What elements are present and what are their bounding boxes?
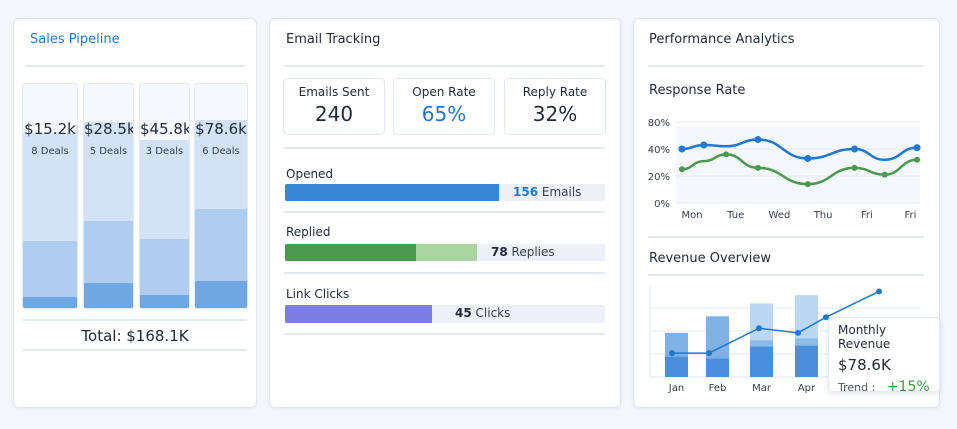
revenue-overview-title: Revenue Overview xyxy=(649,251,771,266)
x-tick-label: Thu xyxy=(813,210,833,221)
data-point xyxy=(754,136,762,144)
month-label: Mar xyxy=(752,383,772,394)
stat-open-rate: Open Rate 65% xyxy=(393,78,495,135)
month-label: Apr xyxy=(798,383,816,394)
data-point xyxy=(914,156,921,163)
revenue-point xyxy=(669,350,675,357)
revenue-line xyxy=(672,290,880,354)
pipeline-amount: $45.8k xyxy=(140,120,190,138)
opened-bar: 156 Emails xyxy=(285,184,605,201)
revenue-bar xyxy=(665,356,688,377)
data-point xyxy=(881,171,888,178)
y-tick-label: 20% xyxy=(648,172,670,183)
month-label: Feb xyxy=(709,383,727,394)
month-label: Jan xyxy=(668,383,684,394)
performance-title: Performance Analytics xyxy=(649,32,795,47)
replied-bar: 78 Replies xyxy=(285,244,605,261)
data-point xyxy=(754,164,761,171)
x-tick-label: Mon xyxy=(681,210,702,221)
pipeline-segment xyxy=(23,296,77,308)
revenue-bar xyxy=(795,345,818,377)
pipeline-amount: $78.6k xyxy=(195,120,247,138)
revenue-point xyxy=(823,314,829,321)
data-point xyxy=(723,151,730,158)
revenue-point xyxy=(876,288,882,295)
pipeline-deals: 3 Deals xyxy=(145,146,184,157)
response-rate-chart: 80% 40% 20% 0% Mon Tue Wed Thu Fri Fri xyxy=(648,118,921,221)
response-rate-title: Response Rate xyxy=(649,83,746,98)
revenue-chart: Jan Feb Mar Apr xyxy=(649,285,920,394)
bar-fill xyxy=(285,244,417,261)
data-point xyxy=(851,145,859,153)
sales-total: Total: $168.1K xyxy=(81,327,189,345)
pipeline-segment xyxy=(140,294,189,308)
email-tracking-title: Email Tracking xyxy=(286,32,381,47)
revenue-point xyxy=(706,350,712,357)
data-point xyxy=(678,145,686,153)
data-point xyxy=(700,141,708,149)
stat-emails-sent: Emails Sent 240 xyxy=(283,78,385,135)
link-clicks-label: Link Clicks xyxy=(286,287,350,301)
bar-fill xyxy=(285,184,500,201)
replied-label: Replied xyxy=(286,225,331,239)
bar-fill xyxy=(285,305,433,323)
pipeline-segment xyxy=(195,281,247,308)
stat-reply-rate: Reply Rate 32% xyxy=(504,78,606,135)
revenue-bar xyxy=(706,358,729,377)
pipeline-column[interactable]: $78.6k 6 Deals xyxy=(194,83,248,309)
x-tick-label: Fri xyxy=(905,210,917,221)
plot-area xyxy=(676,126,920,203)
pipeline-column[interactable]: $45.8k 3 Deals xyxy=(139,83,190,309)
y-tick-label: 40% xyxy=(648,145,670,156)
data-point xyxy=(804,181,811,188)
pipeline-amount: $15.2k xyxy=(24,120,76,138)
x-tick-label: Tue xyxy=(726,210,744,221)
revenue-point xyxy=(795,329,801,336)
monthly-revenue-tooltip: Monthly Revenue $78.6K Trend : +15% xyxy=(828,317,940,395)
pipeline-segment xyxy=(84,283,133,308)
x-tick-label: Fri xyxy=(861,210,873,221)
pipeline-amount: $28.5k xyxy=(84,120,134,138)
link-clicks-bar: 45 Clicks xyxy=(285,305,605,323)
pipeline-segment xyxy=(23,240,77,308)
y-tick-label: 0% xyxy=(654,199,670,210)
email-tracking-card xyxy=(269,18,621,408)
sales-pipeline-title: Sales Pipeline xyxy=(30,32,120,47)
series-line-green xyxy=(681,153,918,186)
y-tick-label: 80% xyxy=(648,118,670,129)
pipeline-column[interactable]: $15.2k 8 Deals xyxy=(22,83,78,309)
data-point xyxy=(851,164,858,171)
data-point xyxy=(913,144,921,152)
pipeline-deals: 8 Deals xyxy=(31,146,69,157)
opened-label: Opened xyxy=(286,167,334,181)
revenue-bar xyxy=(750,346,773,377)
data-point xyxy=(678,166,685,173)
x-tick-label: Wed xyxy=(768,210,790,221)
pipeline-column[interactable]: $28.5k 5 Deals xyxy=(83,83,134,309)
pipeline-deals: 5 Deals xyxy=(89,146,128,157)
revenue-point xyxy=(756,325,762,332)
pipeline-deals: 6 Deals xyxy=(202,146,240,157)
data-point xyxy=(804,154,812,162)
